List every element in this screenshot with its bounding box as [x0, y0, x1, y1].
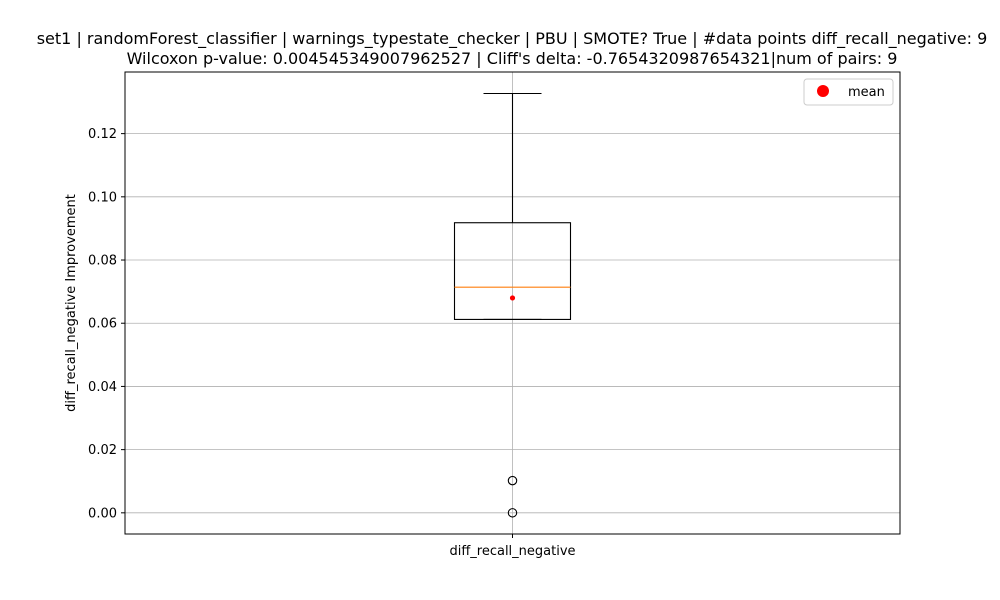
- y-axis-label: diff_recall_negative Improvement: [64, 194, 79, 412]
- y-tick-label: 0.10: [88, 190, 117, 205]
- outlier-point: [507, 508, 518, 518]
- y-tick-label: 0.00: [88, 506, 117, 521]
- chart-title-line-1: set1 | randomForest_classifier | warning…: [37, 29, 988, 49]
- axes: 0.00 0.02 0.04 0.06 0.08 0.10 0.12 diff_recall_…: [88, 127, 575, 559]
- legend-frame: [803, 78, 894, 106]
- legend-mean-label: mean: [848, 85, 885, 100]
- box-element: [453, 92, 572, 518]
- x-tick-label: diff_recall_negative: [449, 544, 575, 559]
- y-tick-label: 0.06: [88, 317, 117, 332]
- y-tick-label: 0.02: [88, 443, 117, 458]
- outlier-point: [507, 475, 518, 486]
- y-tick-label: 0.04: [88, 380, 117, 395]
- legend: mean: [803, 78, 894, 106]
- y-tick-label: 0.12: [88, 127, 117, 142]
- plot-frame: [124, 71, 901, 535]
- legend-mean-marker: [817, 85, 829, 97]
- mean-marker: [509, 295, 516, 301]
- chart-title-line-2: Wilcoxon p-value: 0.004545349007962527 |…: [127, 49, 898, 68]
- interquartile-box: [453, 222, 572, 320]
- y-tick-label: 0.08: [88, 254, 117, 269]
